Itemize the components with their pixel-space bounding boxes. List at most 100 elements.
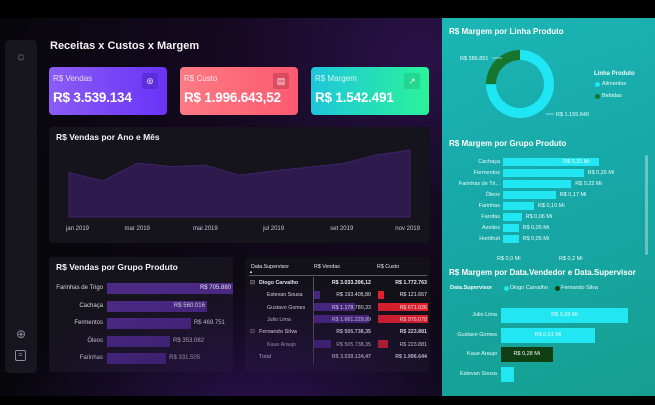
card-value: R$ 1.542.491	[315, 90, 394, 105]
x-tick-label: jan 2019	[65, 226, 90, 232]
margin-bar-7[interactable]	[503, 235, 519, 243]
donut-legend-title: Linha Produto	[594, 71, 635, 77]
margin-category-label: Farinhas	[478, 203, 500, 209]
seller-legend-title: Data.Supervisor	[450, 285, 493, 291]
header-divider	[249, 275, 427, 276]
seller-bar-3[interactable]	[501, 366, 514, 382]
legend-label-bebidas[interactable]: Bebidas	[602, 93, 622, 99]
margin-value-label: R$ 0,10 Mi	[538, 203, 565, 209]
bar-0[interactable]	[107, 283, 233, 294]
bar-chart-panel: R$ Vendas por Grupo Produto Farinhas de …	[49, 257, 233, 372]
donut-label-bebidas: R$ 386.851	[460, 56, 489, 62]
margin-value-label: R$ 0,22 Mi	[575, 181, 602, 187]
bar-value-label: R$ 353.082	[173, 337, 205, 344]
margin-value-label: R$ 0,26 Mi	[587, 170, 615, 176]
cell-custo: R$ 976.078	[399, 316, 427, 323]
row-name: Kaue Araujo	[267, 341, 296, 348]
cell-vendas: R$ 3.033.396,12	[331, 280, 371, 286]
cell-vendas: R$ 505.738,35	[336, 329, 371, 336]
expand-collapse-icon[interactable]: ⊟	[250, 329, 256, 336]
margin-category-label: Azeites	[481, 225, 500, 231]
margin-value-label: R$ 0,17 Mi	[559, 192, 587, 198]
seller-label: Kaue Araujo	[467, 351, 497, 357]
donut-slice-alimentos[interactable]	[486, 50, 554, 118]
axis-tick: R$ 0,0 Mi	[497, 256, 521, 262]
seller-bar-2[interactable]	[501, 347, 553, 362]
margin-bar-2[interactable]	[503, 180, 572, 188]
column-header-vendas[interactable]: R$ Vendas	[314, 264, 340, 270]
cell-vendas: R$ 505.738,35	[336, 341, 371, 348]
column-header-supervisor[interactable]: Data.Supervisor	[251, 264, 289, 270]
bar-value-label: R$ 560.016	[173, 302, 205, 309]
legend-label-alimentos[interactable]: Alimentos	[602, 81, 627, 87]
seller-value-label: R$ 0,51 Mi	[534, 331, 562, 338]
cell-vendas: R$ 1.178.780,33	[331, 304, 371, 311]
custo-databar	[378, 340, 388, 348]
row-name: Estevan Sousa	[267, 292, 303, 299]
margin-bar-5[interactable]	[503, 213, 522, 221]
seller-bar-1[interactable]	[501, 327, 595, 343]
row-name: Total	[259, 353, 272, 360]
row-name[interactable]: Fernando Silva	[259, 329, 297, 336]
cell-vendas: R$ 193.405,80	[336, 292, 371, 299]
card-label: R$ Vendas	[53, 74, 93, 83]
margin-category-label: Cachaça	[478, 159, 500, 165]
globe-icon[interactable]: ⊕	[15, 327, 27, 341]
sun-icon[interactable]: ☼	[15, 49, 27, 63]
seller-label: Gustavo Gomes	[457, 331, 497, 338]
document-icon: ▤	[273, 73, 289, 89]
chart-up-icon: ↗	[404, 73, 420, 89]
bottom-band	[0, 396, 655, 405]
donut-label-alimentos: R$ 1.155.640	[556, 112, 590, 118]
cell-custo: R$ 671.026	[399, 304, 427, 311]
bar-category-label: Cachaça	[79, 302, 103, 309]
legend-dot-diogo	[504, 286, 509, 291]
row-name[interactable]: Diogo Carvalho	[259, 280, 299, 286]
x-tick-label: mai 2019	[193, 226, 218, 232]
x-tick-label: nov 2019	[395, 226, 420, 232]
x-tick-label: set 2019	[330, 226, 354, 232]
legend-dot-alimentos	[595, 82, 600, 87]
cell-custo: R$ 223.881	[399, 329, 427, 336]
expand-collapse-icon[interactable]: ⊟	[250, 280, 256, 286]
line-chart: jan 2019 mar 2019 mai 2019 jul 2019 set 2019…	[65, 149, 421, 232]
margin-bar-title: R$ Margem por Grupo Produto	[449, 139, 567, 148]
line-chart-panel: R$ Vendas por Ano e Mês jan 2019 mar 2019…	[49, 127, 430, 243]
donut-slice-bebidas[interactable]	[486, 50, 520, 85]
row-name: Julio Lima	[267, 316, 291, 323]
report-icon[interactable]: ⌗	[15, 350, 26, 361]
page-title: Receitas x Custos x Margem	[50, 40, 200, 52]
bar-2[interactable]	[107, 318, 191, 329]
matrix-table: Data.Supervisor ▲ R$ Vendas R$ Custo ⊟ Di…	[245, 257, 430, 372]
legend-label-fernando[interactable]: Fernando Silva	[561, 285, 598, 291]
margin-value-label: R$ 0,05 Mi	[522, 236, 550, 242]
axis-tick: R$ 0,2 Mi	[559, 256, 583, 262]
margin-value-label: R$ 0,06 Mi	[525, 214, 553, 220]
seller-bar-0[interactable]	[501, 308, 628, 323]
margin-bar-1[interactable]	[503, 169, 584, 177]
custo-databar	[378, 303, 428, 312]
x-tick-label: jul 2019	[262, 226, 285, 232]
margin-bar-4[interactable]	[503, 202, 534, 210]
x-tick-label: mar 2019	[125, 226, 151, 232]
cell-custo: R$ 1.996.644	[395, 353, 427, 360]
column-header-custo[interactable]: R$ Custo	[377, 264, 400, 270]
bar-4[interactable]	[107, 353, 167, 364]
scrollbar[interactable]	[645, 155, 648, 255]
card-custo: R$ Custo R$ 1.996.643,52 ▤	[180, 67, 298, 115]
sort-indicator-icon: ▲	[249, 269, 253, 274]
seller-label: Estevan Sousa	[460, 370, 497, 377]
margin-bar-6[interactable]	[503, 224, 519, 232]
margin-bar-3[interactable]	[503, 191, 556, 199]
legend-dot-fernando	[555, 286, 560, 291]
bar-1[interactable]	[107, 300, 207, 312]
bar-3[interactable]	[107, 335, 171, 347]
legend-label-diogo[interactable]: Diogo Carvalho	[510, 285, 548, 291]
vendas-databar	[314, 315, 369, 324]
custo-databar	[378, 315, 428, 324]
margin-bar-0[interactable]	[503, 158, 600, 166]
bar-value-label: R$ 705.880	[199, 285, 231, 291]
seller-value-label: R$ 0,28 Mi	[513, 351, 541, 357]
card-vendas: R$ Vendas R$ 3.539.134 ⊚	[49, 67, 167, 115]
